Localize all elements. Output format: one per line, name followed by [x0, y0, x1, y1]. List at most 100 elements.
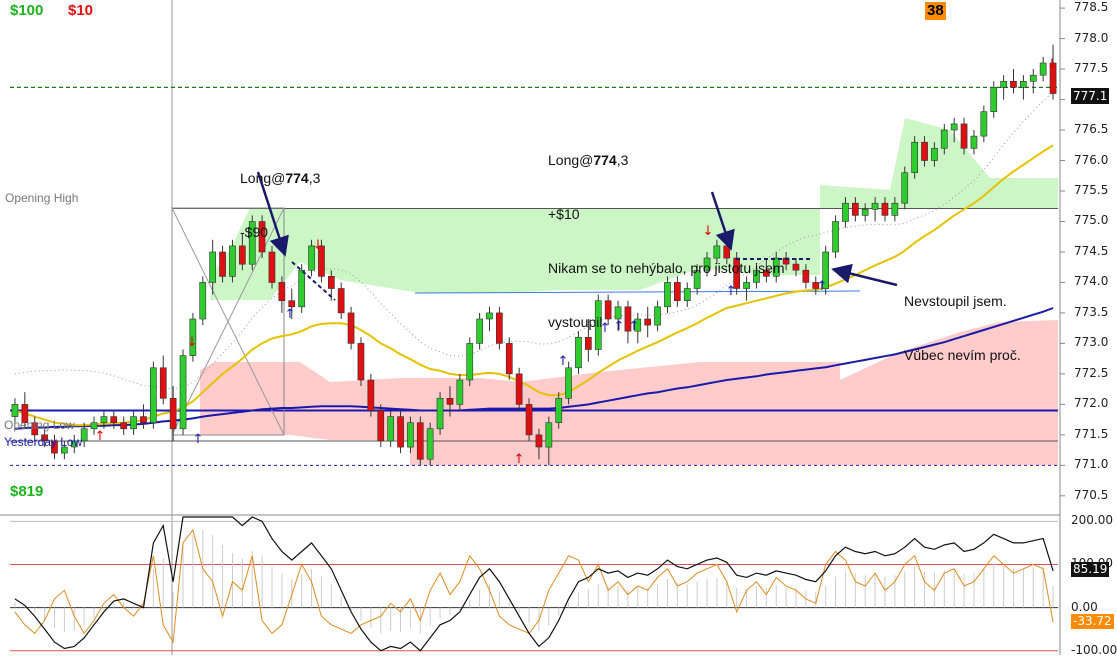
candle-body: [1049, 62, 1057, 94]
up-arrow-marker: ↑: [285, 307, 296, 322]
candle: [644, 306, 651, 338]
background-zones: [172, 118, 1058, 465]
candle: [466, 337, 474, 387]
candle: [664, 276, 671, 313]
candle: [990, 81, 998, 118]
candle-body: [169, 397, 177, 430]
candle: [683, 282, 691, 307]
candle: [387, 410, 395, 448]
candle: [219, 245, 226, 283]
candle: [584, 319, 592, 362]
candle: [120, 416, 127, 435]
price-tick: 776.0: [1074, 152, 1109, 167]
candle-body: [525, 404, 533, 436]
candle: [832, 215, 839, 259]
up-arrow-marker: ↑: [614, 319, 625, 334]
candle-body: [179, 355, 187, 430]
candle: [486, 306, 493, 332]
candle: [555, 392, 563, 429]
candle-body: [802, 269, 810, 283]
candle: [654, 300, 661, 332]
candle: [397, 410, 404, 454]
trade2-line2: +$10: [548, 206, 580, 222]
bar-count-badge: 38: [925, 2, 946, 20]
candle: [842, 197, 849, 228]
price-tick: 771.0: [1074, 457, 1109, 472]
candle-body: [614, 306, 622, 320]
candle-body: [555, 397, 563, 423]
candle: [446, 386, 454, 417]
candle: [150, 361, 157, 429]
candle: [189, 312, 197, 362]
candle-body: [762, 269, 770, 277]
down-arrow-marker: ↓: [187, 335, 198, 350]
price-axis: [1060, 7, 1065, 497]
candle: [921, 136, 928, 167]
trade2-annotation: Long@774,3 +$10 Nikam se to nehýbalo, pr…: [548, 115, 785, 349]
candle-body: [792, 263, 800, 271]
candle-body: [940, 129, 948, 149]
candle-body: [120, 422, 127, 430]
price-tick: 778.0: [1074, 30, 1109, 45]
candle-body: [703, 257, 711, 271]
candle: [871, 197, 879, 222]
candle-body: [743, 282, 750, 289]
price-tick: 773.0: [1074, 335, 1109, 350]
candle-body: [901, 172, 909, 204]
candle: [1000, 75, 1007, 100]
candle: [416, 416, 424, 466]
candle: [594, 294, 602, 356]
candle: [308, 239, 315, 277]
price-tick: 774.5: [1074, 243, 1109, 258]
trade1-annotation: Long@774,3 -$90: [240, 133, 320, 259]
candle: [624, 300, 632, 344]
down-arrow-marker: ↓: [1047, 57, 1058, 72]
candle: [960, 117, 968, 155]
candle-body: [921, 141, 928, 161]
candle: [980, 105, 988, 143]
candle: [495, 306, 503, 350]
candle: [298, 264, 306, 313]
candle-body: [130, 416, 137, 430]
price-tick: 776.5: [1074, 122, 1109, 137]
trade2-arrow: [710, 191, 735, 251]
candle: [950, 117, 958, 143]
candle: [753, 264, 760, 289]
candles: [11, 44, 1057, 466]
candle-body: [584, 336, 592, 350]
sma-slow-line: [14, 307, 1054, 430]
candle: [229, 239, 236, 283]
candle-body: [871, 202, 879, 210]
candle: [743, 276, 750, 301]
candle: [1029, 69, 1037, 94]
note-annotation: Nevstoupil jsem. Vůbec nevím proč.: [904, 256, 1021, 382]
candle: [80, 422, 88, 448]
candle: [851, 197, 859, 222]
candle: [21, 392, 29, 429]
candle-body: [604, 300, 612, 320]
candle-body: [110, 416, 118, 424]
candle-body: [327, 275, 335, 289]
candle: [762, 258, 770, 283]
candle-body: [495, 312, 503, 344]
note-line1: Nevstoupil jsem.: [904, 293, 1007, 309]
candle-body: [654, 306, 661, 326]
candle-body: [436, 397, 444, 430]
candle: [209, 239, 217, 295]
candle: [525, 398, 533, 441]
candle-body: [644, 318, 651, 326]
candle: [130, 410, 137, 435]
candle-body: [772, 257, 780, 277]
up-arrow-marker: ↑: [95, 429, 106, 444]
support-line: [414, 290, 861, 294]
candle: [693, 264, 701, 295]
dotted-trail-line: [14, 91, 1054, 390]
candle-body: [664, 282, 671, 308]
candle-body: [21, 404, 29, 423]
signal-markers: ↑↑↑↑ ↑ ↑↑ ↑↑↑↓↓↓↓: [95, 57, 1058, 467]
candle: [515, 367, 523, 411]
osc-tick: 200.00: [1071, 513, 1113, 528]
candle: [100, 410, 108, 429]
price-tick: 775.5: [1074, 182, 1109, 197]
candle: [970, 130, 978, 155]
